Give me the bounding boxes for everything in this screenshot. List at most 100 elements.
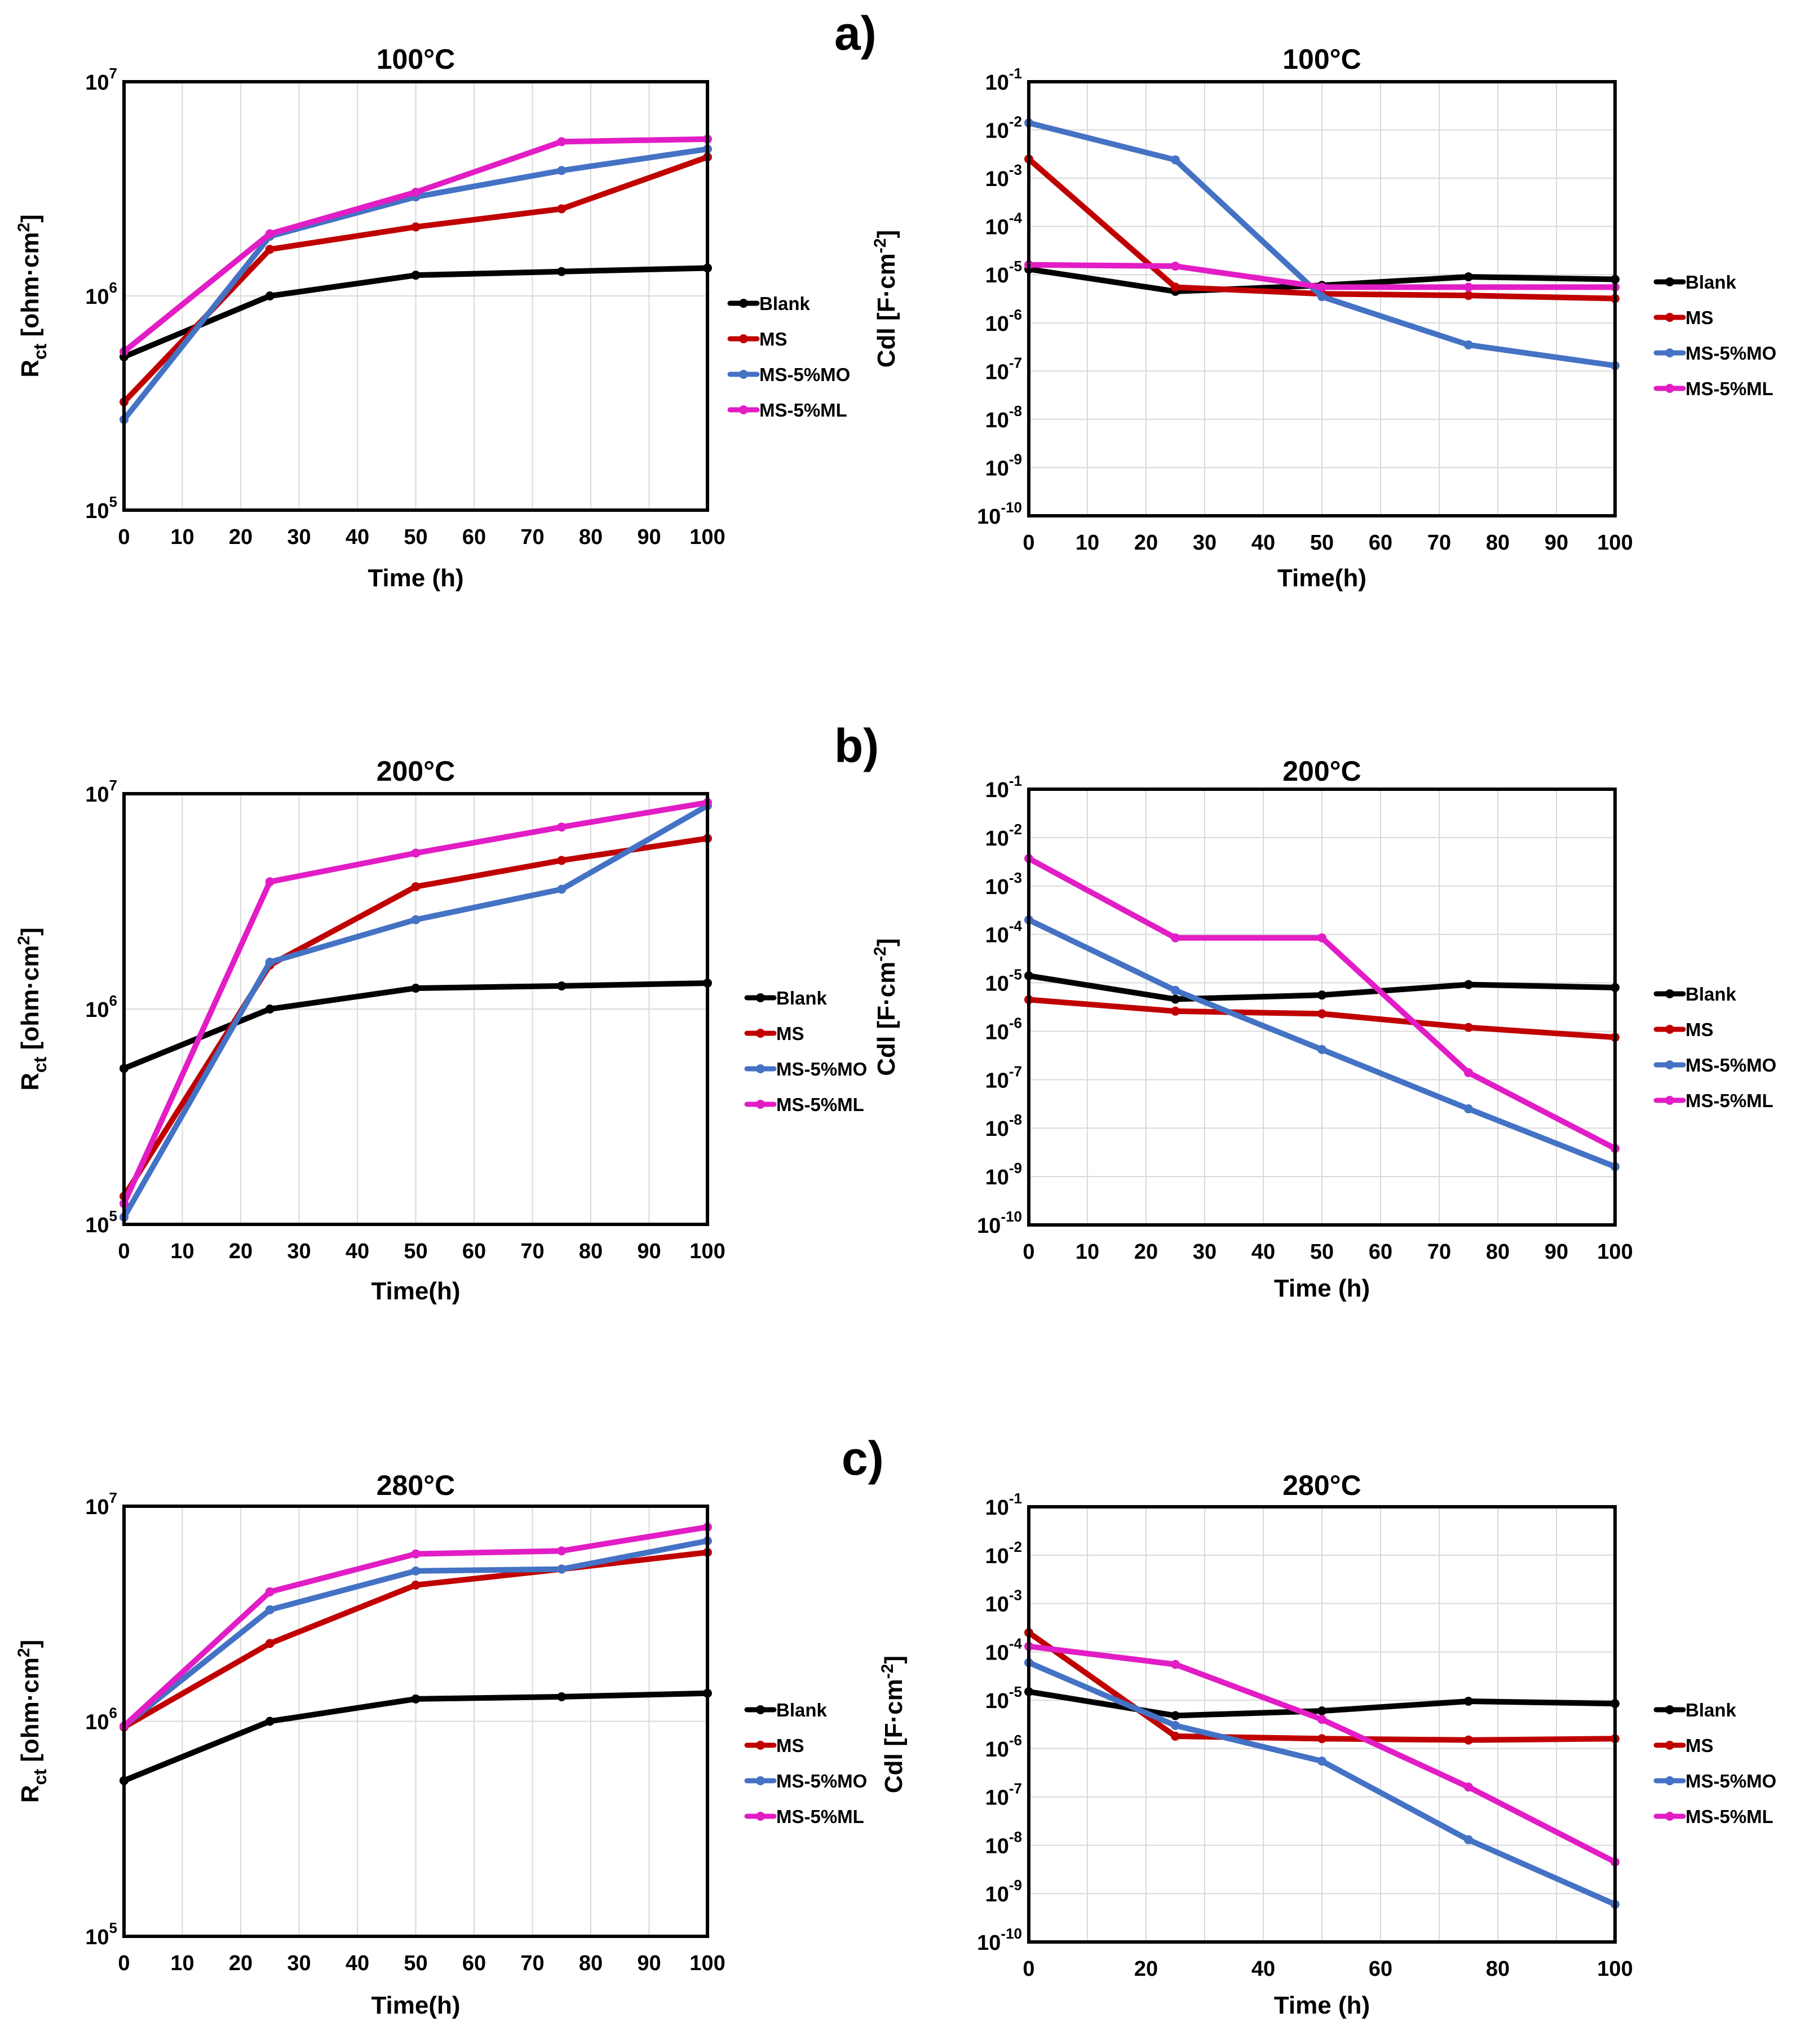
y-tick-label: 106: [85, 279, 117, 309]
data-point: [1171, 262, 1180, 271]
x-tick-label: 70: [1427, 1240, 1451, 1264]
x-axis-title: Time(h): [371, 1992, 460, 2019]
y-tick-label: 10-10: [977, 1208, 1022, 1238]
y-tick-base: 10: [985, 1786, 1009, 1810]
y-tick-base: 10: [977, 1214, 1001, 1238]
y-axis-title-main: R: [16, 1785, 44, 1803]
y-tick-base: 10: [985, 1883, 1009, 1906]
y-tick-exponent: -10: [1001, 499, 1022, 516]
y-axis-title: Rct [ohm·cm2]: [15, 927, 50, 1091]
y-axis-title-sup: -2: [871, 946, 890, 962]
data-point: [411, 187, 421, 197]
x-axis-title: Time (h): [1274, 1992, 1370, 2019]
x-tick-label: 0: [118, 525, 130, 549]
x-tick-label: 10: [1076, 531, 1099, 555]
y-tick-label: 10-6: [985, 306, 1022, 336]
data-point: [1171, 1731, 1180, 1741]
x-tick-label: 10: [170, 1240, 194, 1263]
y-tick-exponent: -10: [1001, 1208, 1022, 1225]
panel-label-c: c): [842, 1432, 884, 1485]
y-tick-exponent: -2: [1009, 113, 1022, 130]
data-point: [411, 1566, 421, 1576]
data-point: [1464, 980, 1473, 989]
y-tick-exponent: 5: [109, 493, 117, 510]
data-point: [557, 166, 567, 175]
x-tick-label: 20: [229, 1952, 253, 1975]
y-tick-base: 10: [977, 1931, 1001, 1955]
legend-label-ms-5-mo: MS-5%MO: [759, 364, 850, 385]
y-axis-title-sup: 2: [15, 1648, 33, 1657]
y-tick-base: 10: [85, 783, 109, 807]
x-tick-label: 40: [1251, 531, 1275, 555]
data-point: [1171, 282, 1180, 292]
y-tick-base: 10: [985, 1738, 1009, 1762]
y-tick-exponent: -8: [1009, 402, 1022, 419]
data-point: [265, 1716, 275, 1726]
y-tick-base: 10: [85, 499, 109, 523]
y-tick-exponent: -7: [1009, 354, 1022, 371]
x-tick-label: 10: [170, 1952, 194, 1975]
data-point: [411, 222, 421, 232]
legend-label-ms: MS: [776, 1735, 804, 1756]
y-axis-title: Cdl [F·cm-2]: [871, 230, 900, 368]
legend-label-ms-5-ml: MS-5%ML: [759, 400, 847, 421]
y-tick-base: 10: [985, 409, 1009, 432]
data-point: [1317, 1009, 1326, 1019]
x-tick-label: 100: [689, 1240, 725, 1263]
chart-title: 280°C: [377, 1470, 455, 1501]
y-tick-label: 10-8: [985, 402, 1022, 432]
x-tick-label: 60: [462, 1240, 486, 1263]
data-point: [1317, 990, 1326, 1000]
y-tick-base: 10: [985, 312, 1009, 336]
x-tick-label: 80: [1486, 1240, 1510, 1264]
y-tick-exponent: 6: [109, 279, 117, 296]
y-tick-base: 10: [985, 360, 1009, 384]
legend-label-ms: MS: [776, 1023, 804, 1044]
chart-2: 100°C0 10 20 30 40 50 60 70 80 90 10010-110-210-31…: [871, 43, 1776, 592]
legend-marker-ms-5-mo: [756, 1064, 765, 1073]
y-tick-label: 10-1: [985, 65, 1022, 95]
data-point: [411, 915, 421, 924]
data-point: [1171, 1711, 1180, 1720]
y-tick-label: 10-6: [985, 1014, 1022, 1044]
x-tick-label: 80: [579, 1952, 603, 1975]
x-tick-label: 20: [1134, 531, 1158, 555]
y-tick-exponent: -6: [1009, 1732, 1022, 1749]
y-tick-label: 10-3: [985, 161, 1022, 191]
x-tick-label: 60: [1369, 531, 1392, 555]
y-tick-label: 105: [85, 1207, 117, 1237]
chart-1: 100°C0 10 20 30 40 50 60 70 80 90 100107106105Time…: [15, 43, 850, 592]
data-point: [265, 877, 275, 887]
y-tick-base: 10: [985, 778, 1009, 802]
chart-title: 200°C: [377, 755, 455, 787]
legend-marker-blank: [1665, 277, 1674, 286]
y-axis-title-end: ]: [16, 214, 44, 223]
y-tick-exponent: 5: [109, 1207, 117, 1224]
y-axis-title-sub: ct: [30, 1769, 50, 1785]
legend-label-ms: MS: [759, 329, 788, 349]
chart-4: 200°C0 10 20 30 40 50 60 70 80 90 10010-110-210-31…: [871, 755, 1776, 1302]
y-axis-title-sup: -2: [871, 238, 890, 254]
y-tick-base: 10: [985, 924, 1009, 948]
y-axis-title-rest: [ohm·cm: [16, 945, 44, 1057]
data-point: [265, 1605, 275, 1614]
data-point: [557, 137, 567, 147]
y-tick-base: 10: [85, 71, 109, 95]
data-point: [1464, 282, 1473, 292]
x-axis-title: Time(h): [371, 1277, 460, 1305]
chart-title: 200°C: [1282, 755, 1361, 787]
data-point: [411, 1694, 421, 1704]
data-point: [1317, 1757, 1326, 1766]
legend-marker-ms: [1665, 313, 1674, 322]
data-point: [1464, 291, 1473, 300]
legend-marker-ms: [1665, 1741, 1674, 1750]
x-tick-label: 40: [346, 1952, 369, 1975]
y-tick-exponent: -5: [1009, 966, 1022, 983]
data-point: [265, 1639, 275, 1648]
y-tick-base: 10: [985, 264, 1009, 287]
y-tick-exponent: -8: [1009, 1828, 1022, 1845]
y-tick-label: 10-2: [985, 821, 1022, 851]
y-tick-exponent: -4: [1009, 918, 1023, 935]
data-point: [557, 884, 567, 894]
y-tick-label: 10-2: [985, 1538, 1022, 1568]
